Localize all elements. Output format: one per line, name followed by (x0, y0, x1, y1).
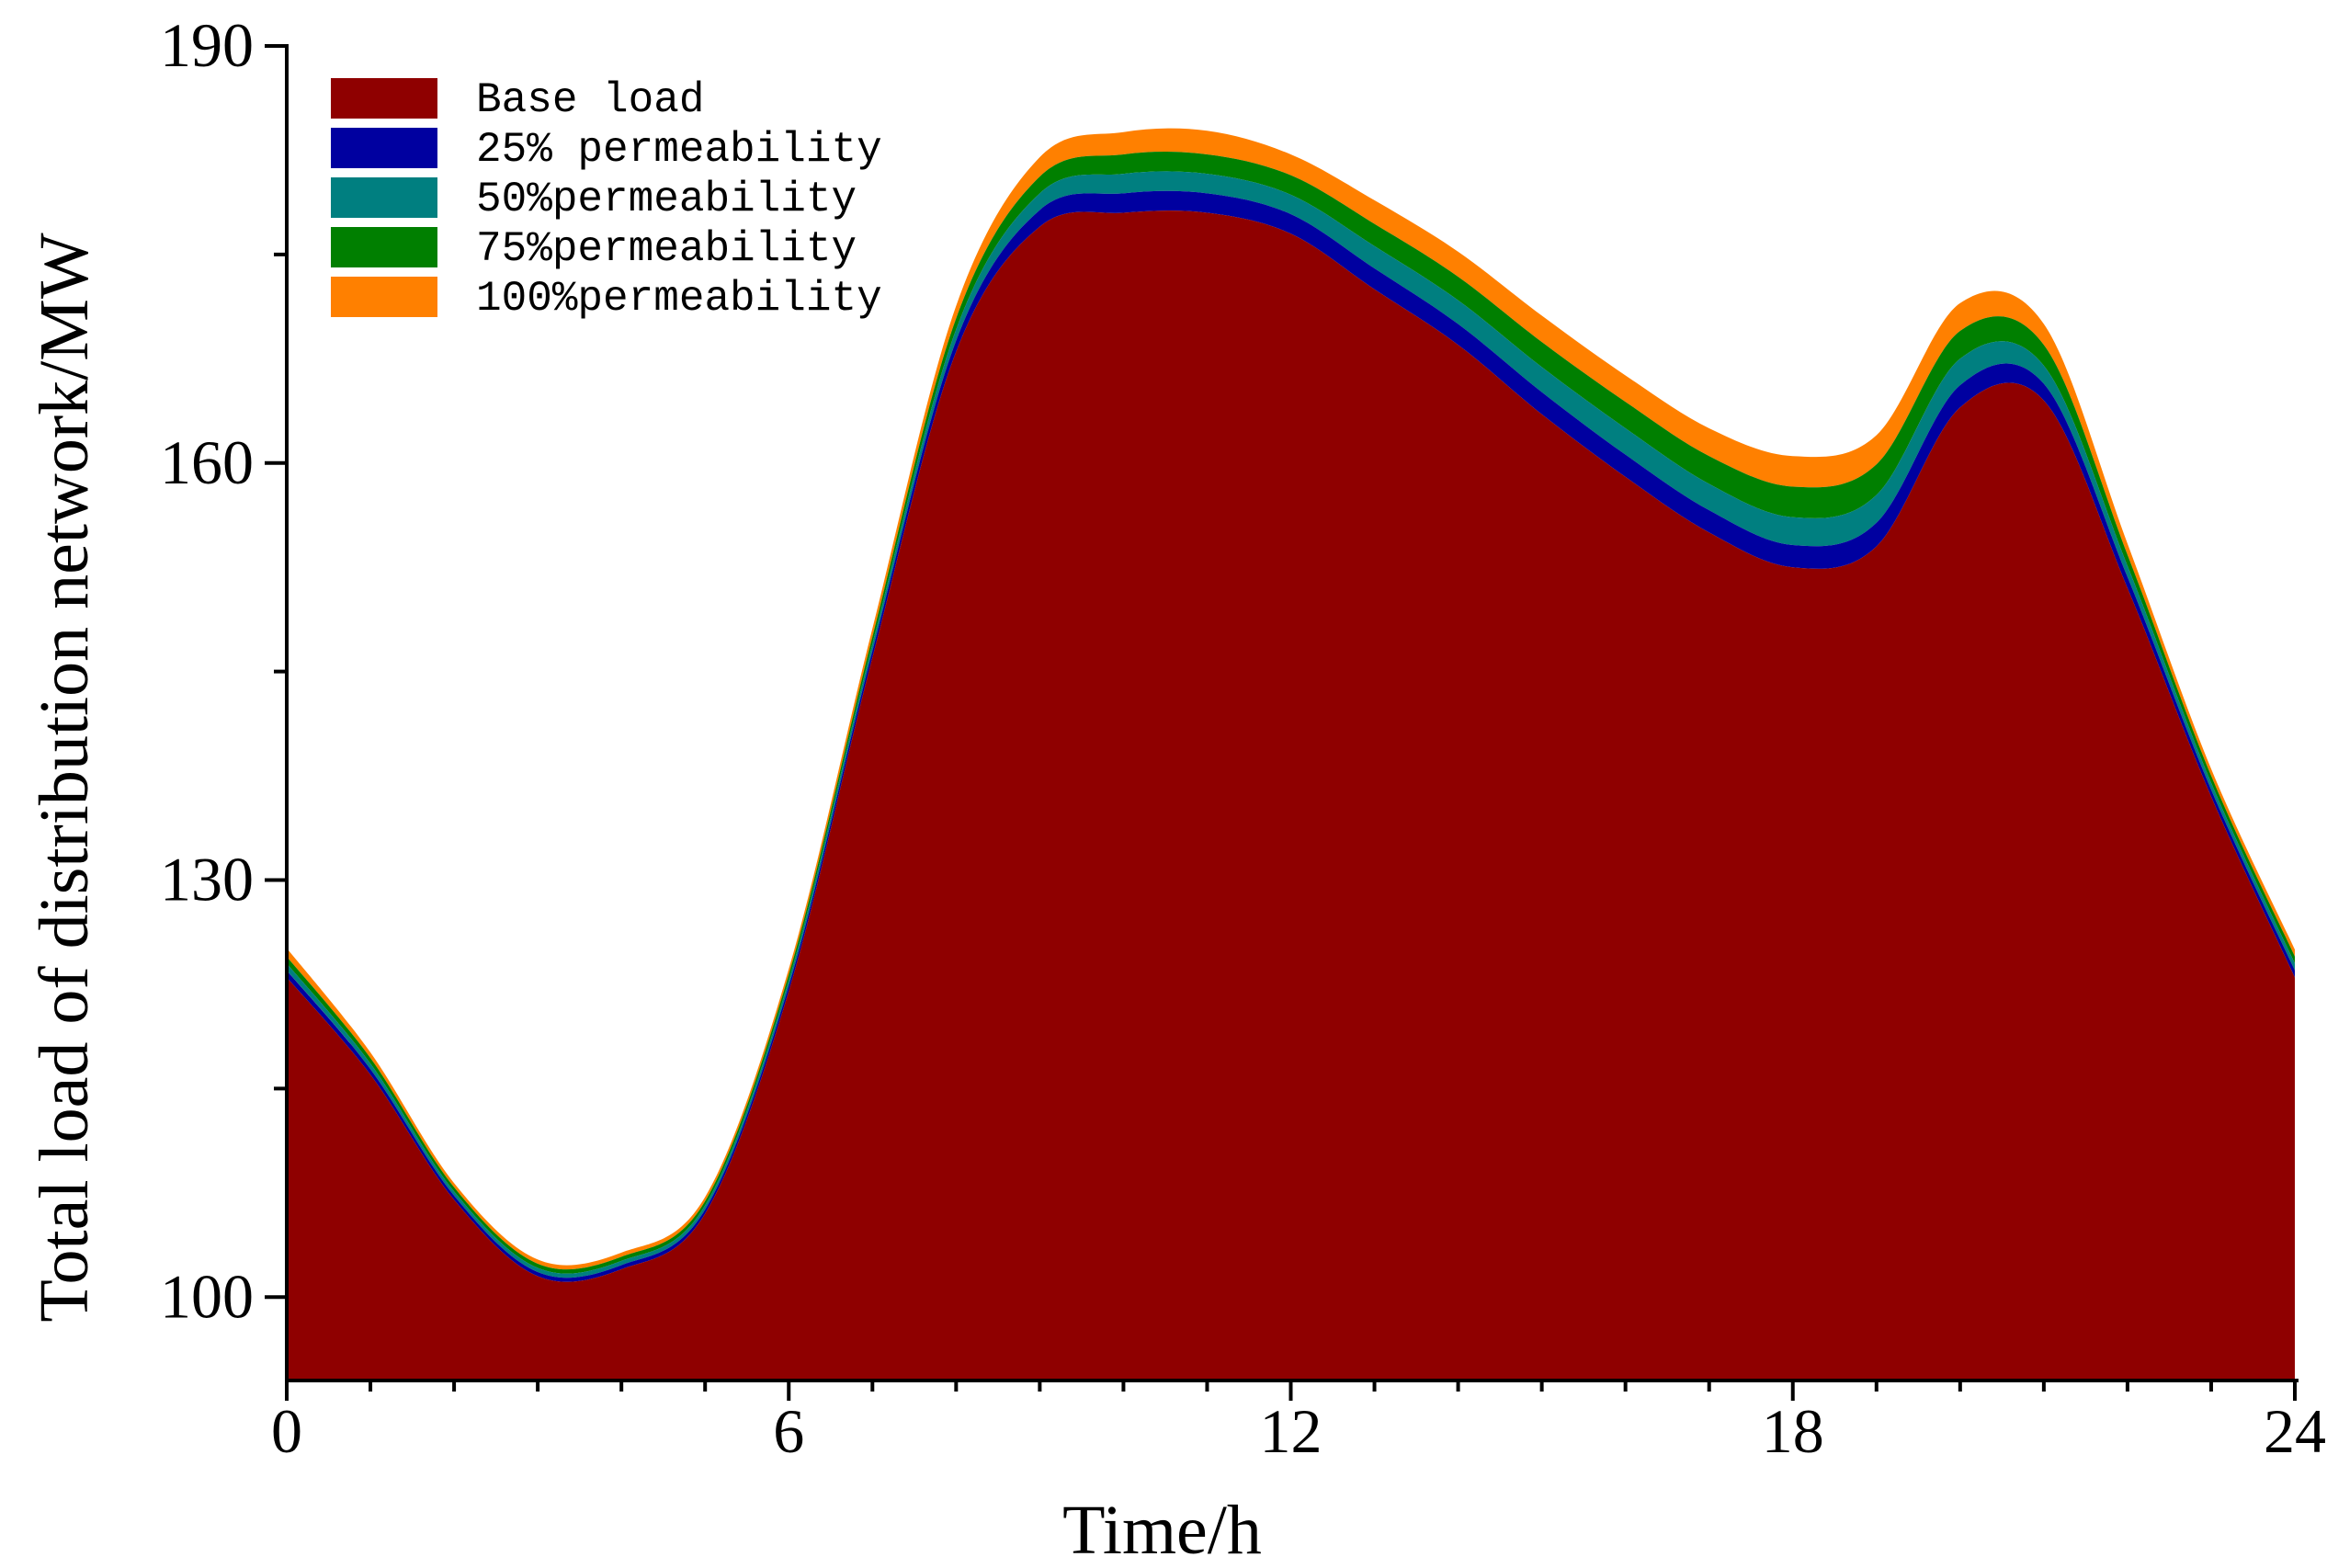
legend-label: 50%permeability (476, 176, 857, 223)
legend-swatch (331, 78, 437, 119)
legend-label: 100%permeability (476, 275, 882, 323)
legend-label: 25% permeability (476, 126, 882, 174)
legend-swatch (331, 177, 437, 218)
legend-label: 75%permeability (476, 225, 857, 273)
legend-swatch (331, 277, 437, 317)
y-tick-label: 160 (160, 427, 254, 497)
x-tick-label: 18 (1762, 1396, 1824, 1466)
tick-labels: 0 6 12 18 24 100 130 160 190 (160, 10, 2326, 1466)
ticks (265, 44, 2297, 1401)
x-axis-title: Time/h (1062, 1492, 1262, 1568)
y-tick-label: 100 (160, 1261, 254, 1331)
y-axis-title: Total load of distribution network/MW (26, 233, 103, 1322)
area-base-load (287, 210, 2295, 1381)
x-tick-label: 12 (1260, 1396, 1322, 1466)
legend-label: Base load (476, 76, 704, 124)
y-tick-label: 190 (160, 10, 254, 80)
area-layers (287, 128, 2295, 1381)
y-tick-label: 130 (160, 845, 254, 915)
legend-swatch (331, 227, 437, 267)
x-tick-label: 6 (773, 1396, 804, 1466)
legend-swatch (331, 128, 437, 168)
x-tick-label: 24 (2264, 1396, 2326, 1466)
x-tick-label: 0 (271, 1396, 302, 1466)
